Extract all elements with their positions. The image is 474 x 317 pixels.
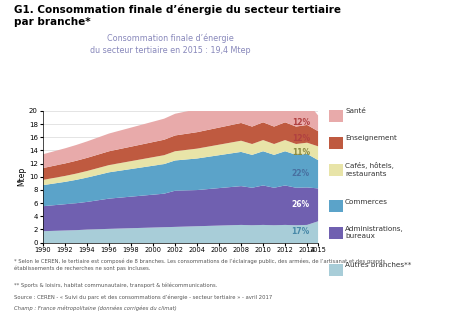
Text: Source : CEREN - « Suivi du parc et des consommations d’énergie - secteur tertia: Source : CEREN - « Suivi du parc et des … xyxy=(14,295,273,300)
Text: Commerces: Commerces xyxy=(345,199,388,205)
Text: Administrations,
bureaux: Administrations, bureaux xyxy=(345,226,404,239)
Text: par branche*: par branche* xyxy=(14,17,91,28)
Text: 17%: 17% xyxy=(292,227,310,236)
Text: Santé: Santé xyxy=(345,108,366,114)
Text: G1. Consommation finale d’énergie du secteur tertiaire: G1. Consommation finale d’énergie du sec… xyxy=(14,5,341,15)
Text: Autres branches**: Autres branches** xyxy=(345,262,411,268)
Text: 11%: 11% xyxy=(292,148,310,157)
Text: * Selon le CEREN, le tertiaire est composé de 8 branches. Les consommations de l: * Selon le CEREN, le tertiaire est compo… xyxy=(14,258,385,271)
Text: Champ : France métropolitaine (données corrigées du climat): Champ : France métropolitaine (données c… xyxy=(14,306,177,311)
Text: 12%: 12% xyxy=(292,134,310,143)
Y-axis label: Mtep: Mtep xyxy=(17,167,26,186)
Text: Cafés, hôtels,
restaurants: Cafés, hôtels, restaurants xyxy=(345,162,394,177)
Text: 22%: 22% xyxy=(292,169,310,178)
Text: Enseignement: Enseignement xyxy=(345,135,397,141)
Text: Consommation finale d’énergie
du secteur tertiaire en 2015 : 19,4 Mtep: Consommation finale d’énergie du secteur… xyxy=(91,33,251,55)
Text: ** Sports & loisirs, habitat communautaire, transport & télécommunications.: ** Sports & loisirs, habitat communautai… xyxy=(14,282,218,288)
Text: 12%: 12% xyxy=(292,118,310,127)
Text: 26%: 26% xyxy=(292,200,310,209)
